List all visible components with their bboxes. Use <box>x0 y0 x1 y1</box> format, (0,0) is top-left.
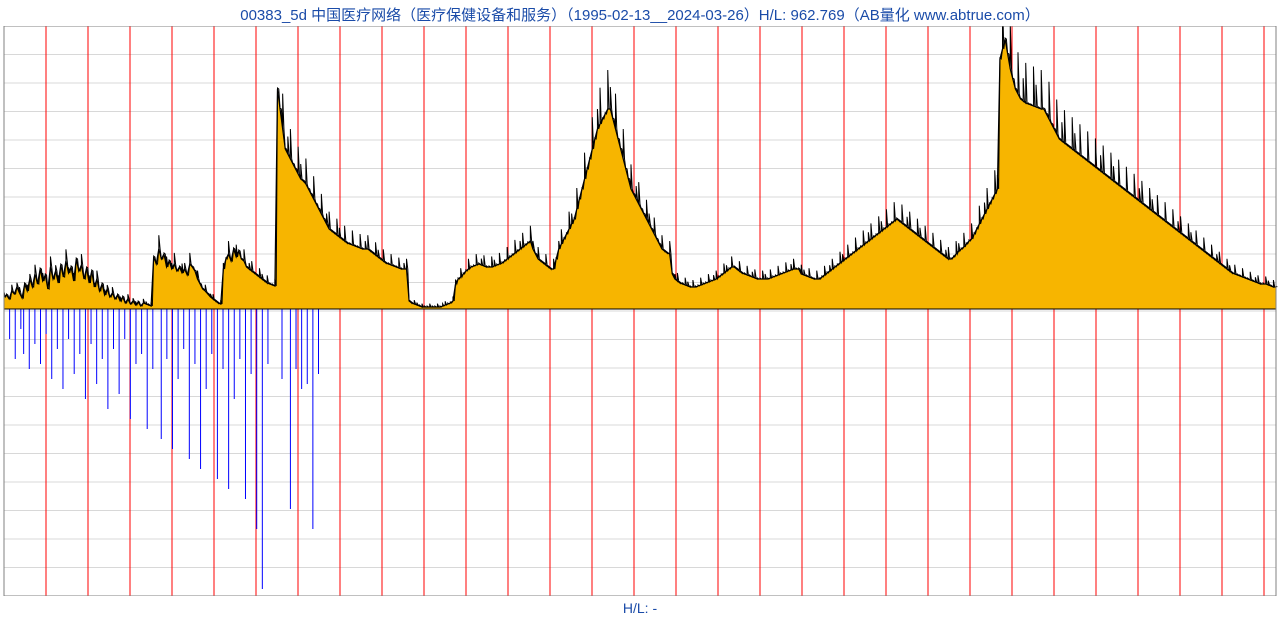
chart-footer: H/L: - <box>0 600 1280 616</box>
chart-title: 00383_5d 中国医疗网络（医疗保健设备和服务）（1995-02-13__2… <box>0 0 1280 25</box>
price-chart-svg <box>0 26 1280 596</box>
chart-area <box>0 26 1280 596</box>
